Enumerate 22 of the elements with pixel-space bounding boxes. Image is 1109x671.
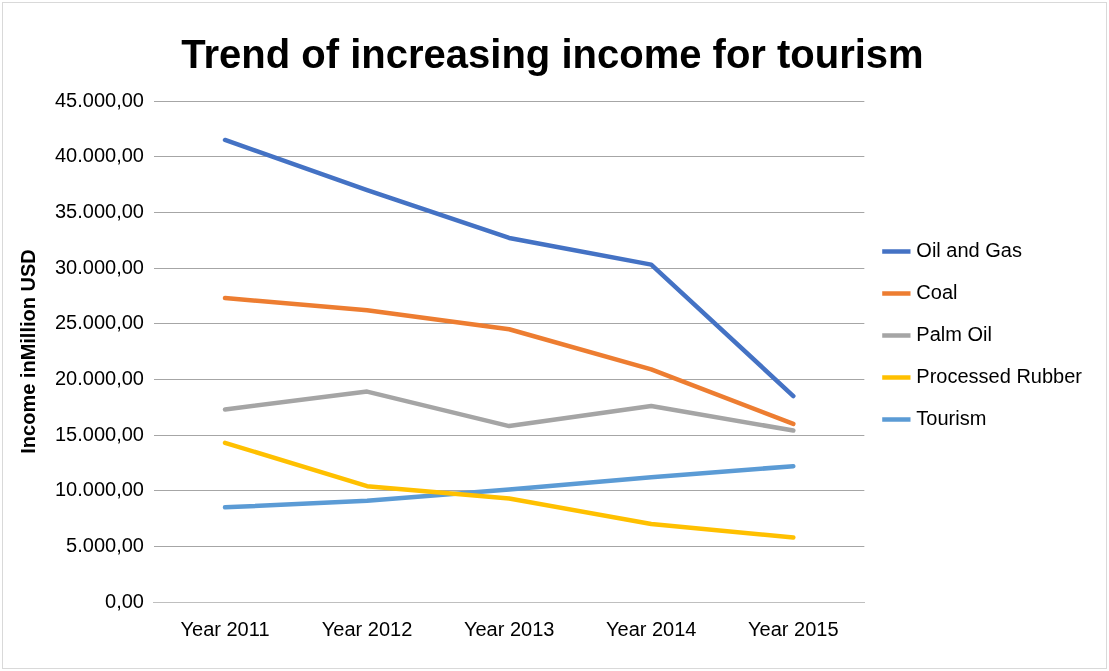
y-tick-label: 45.000,00 — [54, 88, 144, 111]
y-axis-title: Income inMillion USD — [16, 249, 39, 454]
legend-label: Tourism — [916, 407, 987, 430]
legend-label: Palm Oil — [916, 323, 992, 346]
x-tick-label: Year 2014 — [606, 617, 697, 640]
y-tick-label: 40.000,00 — [54, 144, 144, 167]
legend-label: Oil and Gas — [916, 239, 1022, 262]
x-tick-label: Year 2013 — [463, 617, 555, 640]
y-tick-label: 0,00 — [105, 589, 144, 612]
y-tick-label: 10.000,00 — [54, 478, 144, 501]
y-tick-label: 25.000,00 — [54, 311, 144, 334]
y-tick-label: 30.000,00 — [54, 255, 144, 278]
y-tick-label: 20.000,00 — [54, 366, 144, 389]
x-tick-label: Year 2015 — [748, 617, 839, 640]
y-tick-label: 35.000,00 — [54, 199, 144, 222]
chart-title: Trend of increasing income for tourism — [181, 32, 924, 77]
x-tick-label: Year 2012 — [321, 617, 413, 640]
x-tick-label: Year 2011 — [180, 617, 270, 640]
legend-label: Processed Rubber — [916, 365, 1083, 388]
y-tick-label: 15.000,00 — [54, 422, 144, 445]
legend-label: Coal — [916, 281, 958, 304]
y-tick-label: 5.000,00 — [66, 533, 144, 556]
